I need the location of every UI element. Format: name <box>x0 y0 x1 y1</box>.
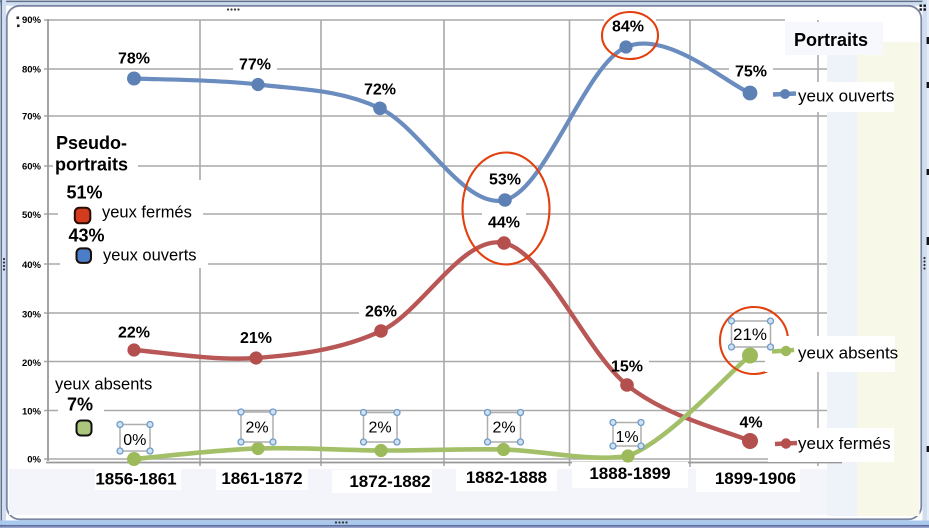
svg-text:84%: 84% <box>612 19 644 36</box>
svg-text:26%: 26% <box>365 304 397 321</box>
svg-text:15%: 15% <box>611 359 643 376</box>
svg-text:4%: 4% <box>739 415 762 432</box>
svg-text:44%: 44% <box>488 215 520 232</box>
svg-text:1%: 1% <box>615 429 638 446</box>
svg-text:80%: 80% <box>22 64 42 75</box>
svg-text:0%: 0% <box>123 432 146 449</box>
svg-text:30%: 30% <box>22 309 42 320</box>
svg-text:10%: 10% <box>22 406 42 417</box>
svg-text:78%: 78% <box>118 51 150 68</box>
svg-text:75%: 75% <box>735 64 767 81</box>
svg-text:1872-1882: 1872-1882 <box>349 472 430 491</box>
svg-text:Portraits: Portraits <box>794 30 868 50</box>
svg-text:40%: 40% <box>22 260 42 271</box>
svg-text:yeux absents: yeux absents <box>55 376 152 394</box>
svg-text:yeux fermés: yeux fermés <box>798 434 891 453</box>
svg-text:1856-1861: 1856-1861 <box>95 470 176 489</box>
svg-text:yeux ouverts: yeux ouverts <box>103 247 197 265</box>
svg-text:21%: 21% <box>240 330 272 347</box>
svg-text:1888-1899: 1888-1899 <box>589 464 670 483</box>
svg-text:20%: 20% <box>22 358 42 369</box>
svg-text:51%: 51% <box>67 183 103 203</box>
svg-text:yeux ouverts: yeux ouverts <box>798 87 894 106</box>
svg-text:7%: 7% <box>67 395 93 415</box>
svg-text:21%: 21% <box>733 325 767 344</box>
svg-text:53%: 53% <box>489 172 521 189</box>
svg-text:50%: 50% <box>22 210 42 221</box>
svg-text:2%: 2% <box>368 420 391 437</box>
svg-text:portraits: portraits <box>55 155 128 175</box>
svg-text:72%: 72% <box>364 82 396 99</box>
svg-text:2%: 2% <box>492 420 515 437</box>
svg-text:Pseudo-: Pseudo- <box>56 133 127 153</box>
svg-text:1899-1906: 1899-1906 <box>715 469 796 488</box>
svg-text:77%: 77% <box>239 57 271 74</box>
svg-text:60%: 60% <box>22 161 42 172</box>
svg-text:1882-1888: 1882-1888 <box>466 468 547 487</box>
svg-text:yeux fermés: yeux fermés <box>102 204 192 222</box>
svg-text:1861-1872: 1861-1872 <box>221 469 302 488</box>
svg-text:70%: 70% <box>22 111 42 122</box>
svg-text:2%: 2% <box>245 420 268 437</box>
svg-text:yeux absents: yeux absents <box>798 344 898 363</box>
svg-text:0%: 0% <box>27 455 41 466</box>
svg-text:90%: 90% <box>22 15 42 26</box>
svg-text:43%: 43% <box>69 226 105 246</box>
svg-text:22%: 22% <box>118 325 150 342</box>
